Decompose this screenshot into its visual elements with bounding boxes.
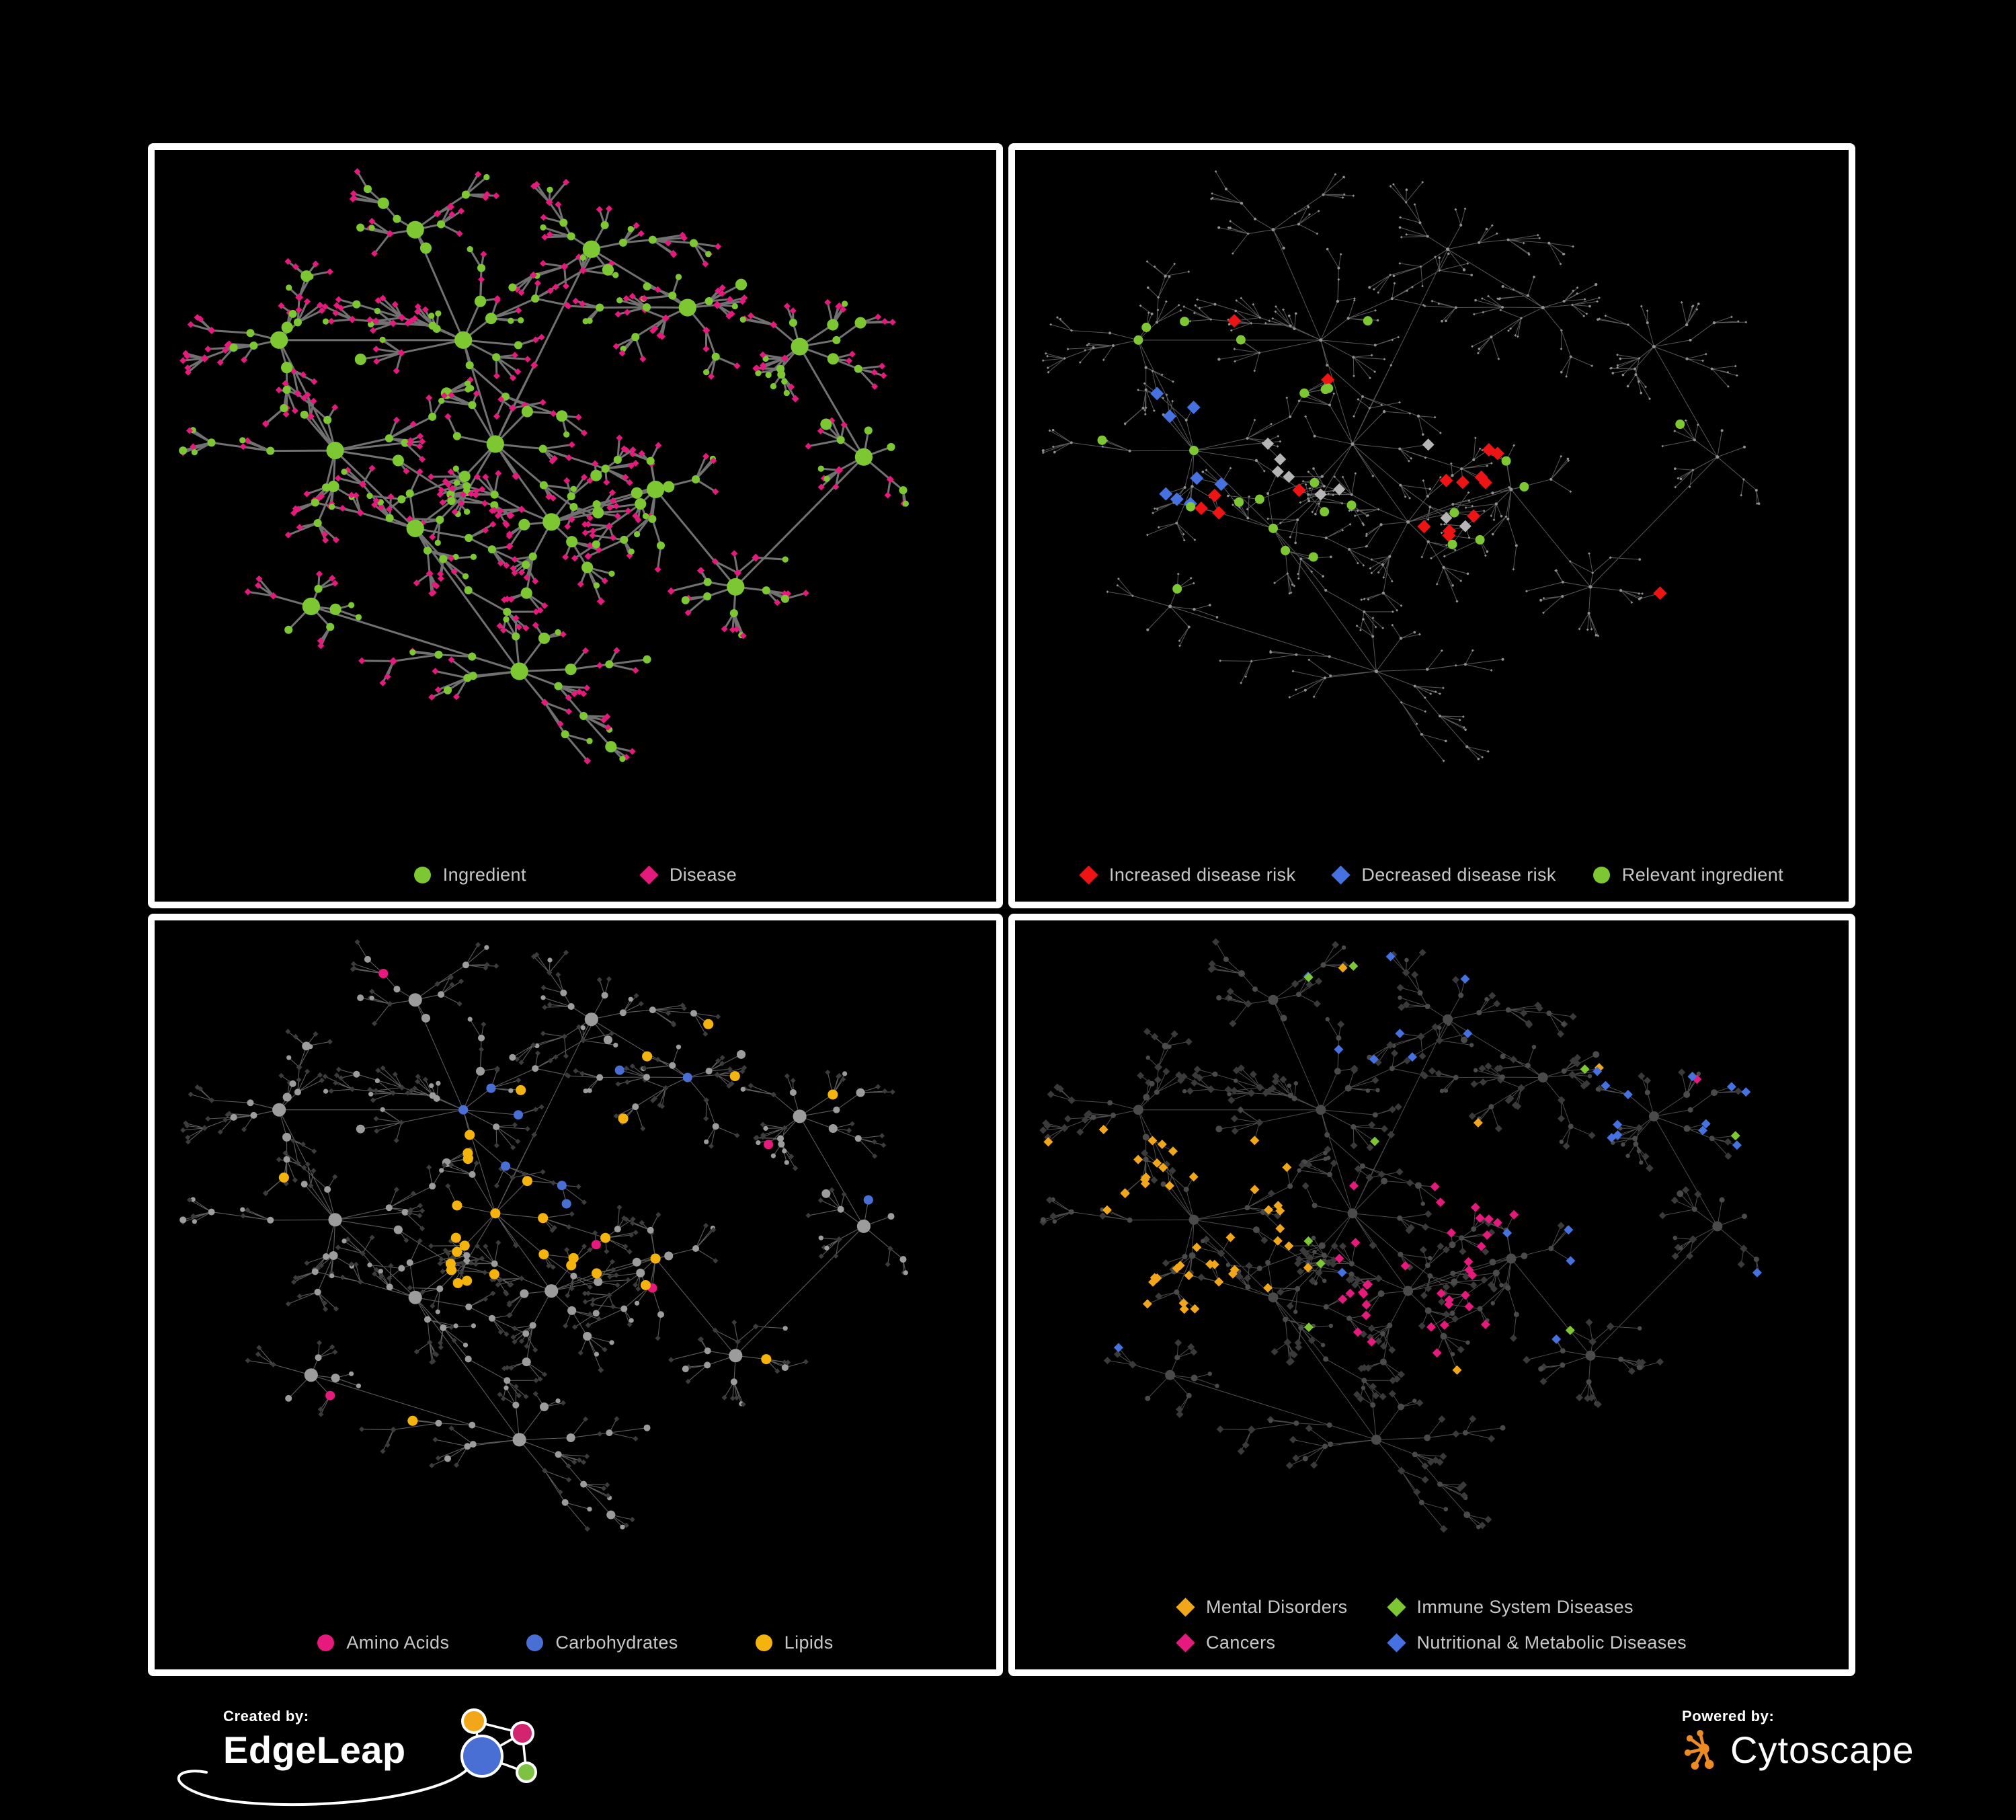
legend-marker-circle	[413, 867, 431, 883]
legend-item: Decreased disease risk	[1331, 865, 1556, 885]
graph-edges	[182, 171, 907, 762]
cytoscape-logo-icon	[1684, 1729, 1714, 1770]
graph-edges	[1043, 941, 1760, 1530]
legend-marker-diamond	[1176, 1597, 1195, 1617]
legend-item: Lipids	[755, 1632, 834, 1653]
legend-marker-diamond	[1386, 1597, 1406, 1617]
graph-nodes	[179, 939, 908, 1532]
legend-marker-diamond	[1079, 865, 1098, 885]
legend-label: Immune System Diseases	[1416, 1597, 1634, 1617]
created-by-label: Created by:	[223, 1708, 309, 1725]
powered-by-block: Powered by: Cytosc	[1682, 1708, 1964, 1809]
legend-label: Relevant ingredient	[1621, 865, 1784, 885]
legend-item: Immune System Diseases	[1386, 1597, 1634, 1618]
panel-nutrient-classes: Amino Acids Carbohydrates Lipids	[148, 914, 1003, 1676]
panel-disease-categories: Mental Disorders Immune System Diseases Ca…	[1008, 914, 1855, 1676]
edgeleap-wordmark: EdgeLeap	[223, 1729, 406, 1771]
graph-nodes	[1039, 938, 1762, 1533]
legend-label: Increased disease risk	[1108, 865, 1296, 885]
edgeleap-logo-icon	[177, 1708, 537, 1806]
legend-nutrient-classes: Amino Acids Carbohydrates Lipids	[155, 1632, 996, 1653]
legend-label: Disease	[669, 865, 737, 885]
legend-disease-risk: Increased disease risk Decreased disease …	[1015, 865, 1849, 885]
legend-item: Cancers	[1176, 1632, 1276, 1653]
legend-label: Nutritional & Metabolic Diseases	[1416, 1632, 1687, 1653]
panel-ingredient-disease: Ingredient Disease	[148, 143, 1003, 908]
legend-label: Mental Disorders	[1206, 1597, 1348, 1617]
legend-disease-categories: Mental Disorders Immune System Diseases Ca…	[1015, 1597, 1849, 1653]
legend-marker-diamond	[1176, 1633, 1195, 1653]
graph-nodes	[1041, 170, 1761, 762]
legend-item: Carbohydrates	[526, 1632, 678, 1653]
graph-edges	[183, 941, 906, 1530]
network-nutrient-classes	[179, 939, 908, 1532]
legend-marker-diamond	[1386, 1633, 1406, 1653]
legend-item: Disease	[639, 865, 737, 885]
legend-item: Nutritional & Metabolic Diseases	[1386, 1632, 1687, 1653]
legend-marker-circle	[755, 1634, 772, 1651]
panel-disease-risk: Increased disease risk Decreased disease …	[1008, 143, 1855, 908]
legend-label: Cancers	[1206, 1632, 1276, 1653]
legend-label: Decreased disease risk	[1361, 865, 1556, 885]
legend-marker-circle	[317, 1634, 335, 1651]
network-disease-categories	[1039, 938, 1762, 1533]
legend-marker-circle	[526, 1634, 544, 1651]
legend-marker-diamond	[639, 865, 659, 885]
legend-item: Mental Disorders	[1176, 1597, 1348, 1618]
legend-ingredient-disease: Ingredient Disease	[155, 865, 996, 885]
graph-nodes	[179, 168, 909, 765]
legend-marker-diamond	[1331, 865, 1351, 885]
legend-label: Amino Acids	[346, 1632, 450, 1653]
legend-marker-circle	[1592, 867, 1610, 883]
legend-item: Amino Acids	[317, 1632, 449, 1653]
network-ingredient-disease	[179, 168, 909, 765]
powered-by-label: Powered by:	[1682, 1708, 1775, 1725]
created-by-block: Created by: EdgeLeap	[177, 1708, 546, 1809]
graph-edges	[1043, 171, 1760, 761]
legend-item: Increased disease risk	[1079, 865, 1296, 885]
legend-item: Relevant ingredient	[1592, 865, 1784, 885]
legend-label: Carbohydrates	[555, 1632, 678, 1653]
legend-label: Lipids	[784, 1632, 834, 1653]
network-disease-risk	[1041, 170, 1761, 762]
legend-label: Ingredient	[442, 865, 526, 885]
legend-item: Ingredient	[413, 865, 526, 885]
cytoscape-wordmark: Cytoscape	[1730, 1729, 1914, 1771]
